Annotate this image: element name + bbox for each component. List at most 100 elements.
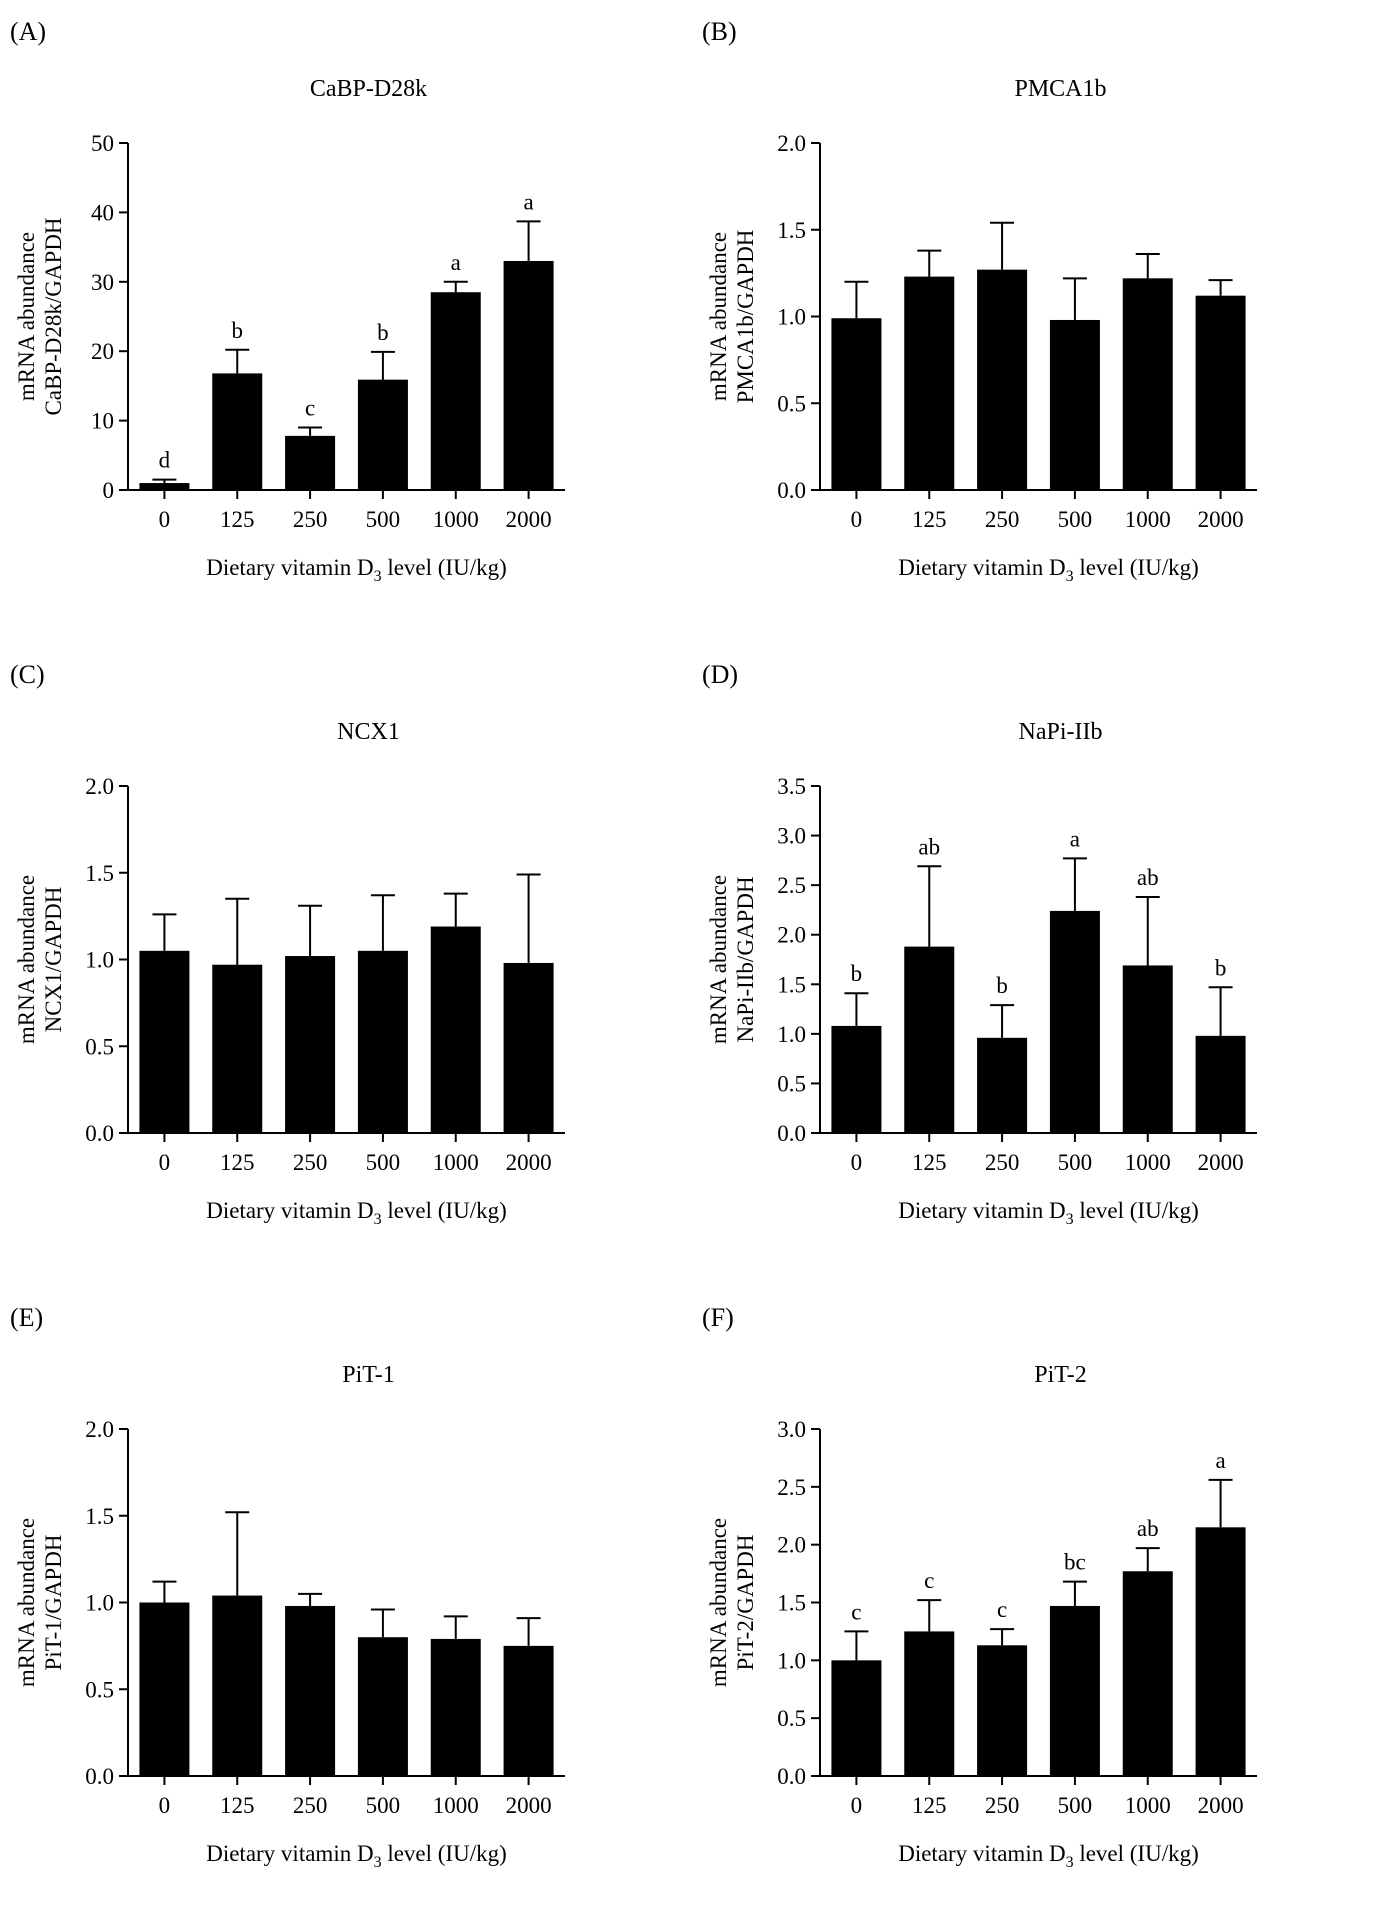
x-axis-label-unit: level (IU/kg) [382, 1198, 507, 1223]
x-axis-label-subscript: 3 [374, 568, 382, 585]
x-axis-label-subscript: 3 [1066, 1854, 1074, 1871]
significance-letter: a [451, 250, 461, 275]
x-tick-label: 1000 [433, 507, 479, 532]
chart-title: PMCA1b [1014, 76, 1106, 102]
y-tick-label: 1.0 [777, 305, 806, 330]
panel-e: (E) PiT-1 0.0 0.5 1.0 1.5 2.0 0 125 250 500 1000 200… [0, 1286, 692, 1929]
x-tick-label: 0 [851, 1150, 863, 1175]
bar [503, 962, 554, 1133]
bar [1049, 1605, 1100, 1776]
significance-letter: ab [1137, 1516, 1159, 1541]
x-axis-label-subscript: 3 [374, 1211, 382, 1228]
bar [285, 956, 336, 1133]
bar [1195, 1527, 1246, 1776]
x-tick-label: 125 [912, 507, 947, 532]
y-tick-label: 0.5 [777, 1706, 806, 1731]
x-tick-label: 500 [366, 1793, 401, 1818]
y-tick-label: 1.5 [777, 1591, 806, 1616]
x-tick-label: 2000 [1198, 1150, 1244, 1175]
y-axis-label-line2: CaBP-D28k/GAPDH [41, 217, 66, 415]
panel-label: (B) [702, 17, 737, 46]
x-axis-label-subscript: 3 [1066, 568, 1074, 585]
bar [212, 964, 263, 1133]
x-tick-label: 500 [1058, 1150, 1093, 1175]
bar [977, 269, 1028, 490]
y-axis-label-line2: PiT-1/GAPDH [41, 1535, 66, 1671]
y-tick-label: 1.5 [85, 1504, 114, 1529]
y-tick-label: 0.0 [85, 1121, 114, 1146]
x-tick-label: 1000 [1125, 1793, 1171, 1818]
x-tick-label: 1000 [1125, 1150, 1171, 1175]
y-axis-label-line1: mRNA abundance [14, 232, 39, 401]
y-tick-label: 2.5 [777, 873, 806, 898]
bar [503, 260, 554, 490]
x-tick-label: 125 [220, 507, 255, 532]
y-tick-label: 1.0 [777, 1022, 806, 1047]
x-tick-label: 2000 [1198, 1793, 1244, 1818]
x-tick-label: 0 [159, 1150, 171, 1175]
y-axis-label-line1: mRNA abundance [706, 232, 731, 401]
significance-letter: a [523, 189, 533, 214]
y-tick-label: 2.0 [85, 774, 114, 799]
bar [139, 483, 190, 490]
chart-title: PiT-1 [342, 1362, 394, 1388]
y-axis-label-line1: mRNA abundance [706, 875, 731, 1044]
bar [357, 950, 408, 1133]
y-tick-label: 2.0 [777, 131, 806, 156]
y-tick-label: 0 [103, 478, 115, 503]
y-tick-label: 50 [91, 131, 114, 156]
x-tick-label: 250 [293, 507, 328, 532]
significance-letter: c [997, 1597, 1007, 1622]
x-tick-label: 250 [985, 507, 1020, 532]
x-tick-label: 250 [985, 1793, 1020, 1818]
chart-f: (F) PiT-2 0.0 0.5 1.0 1.5 2.0 2.5 3.0 0 c 125 c 250 c 5… [702, 1303, 1257, 1871]
bar [1195, 1035, 1246, 1133]
chart-title: PiT-2 [1034, 1362, 1086, 1388]
bar [430, 1638, 481, 1776]
significance-letter: b [1215, 955, 1227, 980]
y-tick-label: 1.0 [85, 948, 114, 973]
y-tick-label: 10 [91, 409, 114, 434]
y-tick-label: 2.0 [777, 1533, 806, 1558]
x-axis-label: Dietary vitamin D3 level (IU/kg) [898, 1841, 1199, 1871]
x-tick-label: 2000 [1198, 507, 1244, 532]
significance-letter: b [851, 961, 863, 986]
x-tick-label: 250 [293, 1793, 328, 1818]
significance-letter: ab [918, 834, 940, 859]
y-tick-label: 1.0 [85, 1591, 114, 1616]
x-axis-label: Dietary vitamin D3 level (IU/kg) [898, 1198, 1199, 1228]
significance-letter: b [996, 973, 1008, 998]
x-axis-label-unit: level (IU/kg) [1074, 555, 1199, 580]
chart-d: (D) NaPi-IIb 0.0 0.5 1.0 1.5 2.0 2.5 3.0 3.5 0 b 125… [702, 660, 1257, 1228]
x-axis-label-text: Dietary vitamin D [206, 1198, 373, 1223]
y-tick-label: 1.0 [777, 1648, 806, 1673]
chart-title: CaBP-D28k [310, 76, 427, 102]
y-tick-label: 20 [91, 339, 114, 364]
panel-label: (A) [10, 17, 46, 46]
bar [430, 292, 481, 490]
y-axis-label-line2: NCX1/GAPDH [41, 887, 66, 1033]
y-tick-label: 2.0 [777, 923, 806, 948]
bar [285, 1605, 336, 1776]
y-tick-label: 1.5 [777, 972, 806, 997]
bar [904, 276, 955, 490]
bar [831, 1660, 882, 1776]
bar [285, 435, 336, 490]
chart-title: NaPi-IIb [1019, 719, 1103, 745]
significance-letter: b [232, 318, 244, 343]
significance-letter: c [851, 1599, 861, 1624]
significance-letter: ab [1137, 865, 1159, 890]
chart-e: (E) PiT-1 0.0 0.5 1.0 1.5 2.0 0 125 250 500 1000 200… [10, 1303, 565, 1871]
x-axis-label-text: Dietary vitamin D [898, 1198, 1065, 1223]
y-tick-label: 40 [91, 200, 114, 225]
x-tick-label: 500 [366, 1150, 401, 1175]
x-tick-label: 0 [159, 1793, 171, 1818]
bar [212, 1595, 263, 1776]
x-tick-label: 125 [220, 1793, 255, 1818]
panel-label: (D) [702, 660, 738, 689]
x-tick-label: 125 [912, 1150, 947, 1175]
x-tick-label: 250 [293, 1150, 328, 1175]
significance-letter: c [924, 1568, 934, 1593]
bar [1122, 965, 1173, 1133]
x-axis-label: Dietary vitamin D3 level (IU/kg) [898, 555, 1199, 585]
